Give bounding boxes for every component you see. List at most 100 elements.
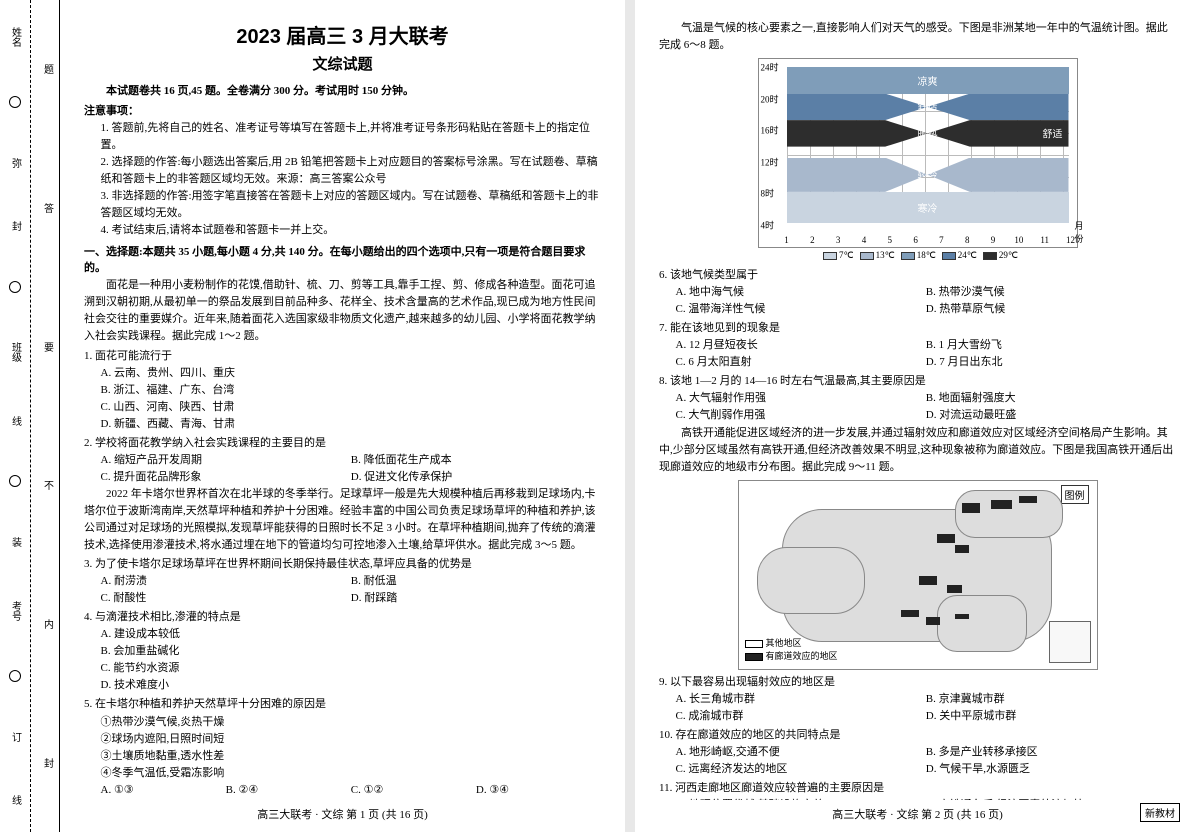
q3-opt: B. 耐低温 <box>351 573 601 590</box>
binding-circle <box>9 475 21 487</box>
q2-opts-row: A. 缩短产品开发周期 B. 降低面花生产成本 <box>84 452 601 469</box>
q5-opt: D. ③④ <box>476 782 601 799</box>
binding-circle <box>9 96 21 108</box>
q5-opt: C. ①② <box>351 782 476 799</box>
q10-stem: 10. 存在廊道效应的地区的共同特点是 <box>659 727 1176 744</box>
q2-opt: A. 缩短产品开发周期 <box>101 452 351 469</box>
q7-opt: D. 7 月日出东北 <box>926 354 1176 371</box>
q1-opt: D. 新疆、西藏、青海、甘肃 <box>84 416 601 433</box>
legend-swatch <box>745 653 763 661</box>
binding-label-class: 班级 <box>8 338 23 366</box>
china-map: 图例 其他地区 有廊道效应的地区 <box>738 480 1098 670</box>
q11-stem: 11. 河西走廊地区廊道效应较普遍的主要原因是 <box>659 780 1176 797</box>
q6-opt: D. 热带草原气候 <box>926 301 1176 318</box>
notice-head: 注意事项： <box>84 102 601 118</box>
q9-opt: A. 长三角城市群 <box>676 691 926 708</box>
binding-seal: 装 <box>8 533 23 551</box>
binding-strip: 姓名 弥 封 班级 线 装 考号 订 线 题 答 要 不 内 封 <box>0 0 60 832</box>
q10-opt: B. 多是产业转移承接区 <box>926 744 1176 761</box>
q4-opt: D. 技术难度小 <box>84 677 601 694</box>
q2-opt: D. 促进文化传承保护 <box>351 469 601 486</box>
passage-2: 2022 年卡塔尔世界杯首次在北半球的冬季举行。足球草坪一般是先大规模种植后再移… <box>84 486 601 554</box>
q5-sub: ④冬季气温低,受霜冻影响 <box>84 765 601 782</box>
q2-opt: C. 提升面花品牌形象 <box>101 469 351 486</box>
q5-sub: ①热带沙漠气候,炎热干燥 <box>84 714 601 731</box>
binding-inner: 内 <box>40 619 55 629</box>
q1-stem: 1. 面花可能流行于 <box>84 348 601 365</box>
binding-label-name: 姓名 <box>8 23 23 51</box>
legend-swatch <box>745 640 763 648</box>
q4-stem: 4. 与滴灌技术相比,渗灌的特点是 <box>84 609 601 626</box>
binding-seal: 封 <box>8 217 23 235</box>
q10-opt: A. 地形崎岖,交通不便 <box>676 744 926 761</box>
page-footer-2: 高三大联考 · 文综 第 2 页 (共 16 页) <box>659 800 1176 822</box>
passage-3: 气温是气候的核心要素之一,直接影响人们对天气的感受。下图是非洲某地一年中的气温统… <box>659 20 1176 54</box>
map-inset <box>1049 621 1091 663</box>
exam-title: 2023 届高三 3 月大联考 <box>84 20 601 49</box>
q8-opt: A. 大气辐射作用强 <box>676 390 926 407</box>
passage-4: 高铁开通能促进区域经济的进一步发展,并通过辐射效应和廊道效应对区域经济空间格局产… <box>659 425 1176 476</box>
page-1: 2023 届高三 3 月大联考 文综试题 本试题卷共 16 页,45 题。全卷满… <box>60 0 625 832</box>
q7-opt: B. 1 月大雪纷飞 <box>926 337 1176 354</box>
q4-opt: C. 能节约水资源 <box>84 660 601 677</box>
q6-opt: C. 温带海洋性气候 <box>676 301 926 318</box>
binding-inner: 答 <box>40 203 55 213</box>
q5-sub: ③土壤质地黏重,透水性差 <box>84 748 601 765</box>
binding-label-id: 考号 <box>8 597 23 625</box>
binding-seal: 订 <box>8 728 23 746</box>
notice-item: 1. 答题前,先将自己的姓名、准考证号等填写在答题卡上,并将准考证号条形码粘贴在… <box>84 120 601 154</box>
q10-opt: D. 气候干旱,水源匮乏 <box>926 761 1176 778</box>
q3-opts-row: A. 耐涝渍 B. 耐低温 <box>84 573 601 590</box>
q8-stem: 8. 该地 1—2 月的 14—16 时左右气温最高,其主要原因是 <box>659 373 1176 390</box>
q3-stem: 3. 为了使卡塔尔足球场草坪在世界杯期间长期保持最佳状态,草坪应具备的优势是 <box>84 556 601 573</box>
passage-1: 面花是一种用小麦粉制作的花馍,借助针、梳、刀、剪等工具,靠手工捏、剪、修成各种造… <box>84 277 601 345</box>
exam-subtitle: 文综试题 <box>84 53 601 74</box>
q5-opt: A. ①③ <box>101 782 226 799</box>
binding-seal: 弥 <box>8 154 23 172</box>
q3-opt: A. 耐涝渍 <box>101 573 351 590</box>
q7-opt: C. 6 月太阳直射 <box>676 354 926 371</box>
q9-opt: D. 关中平原城市群 <box>926 708 1176 725</box>
q4-opt: A. 建设成本较低 <box>84 626 601 643</box>
section1-head: 一、选择题:本题共 35 小题,每小题 4 分,共 140 分。在每小题给出的四… <box>84 243 601 275</box>
q8-opt: C. 大气削弱作用强 <box>676 407 926 424</box>
q3-opt: D. 耐踩踏 <box>351 590 601 607</box>
binding-inner: 要 <box>40 342 55 352</box>
q6-opt: B. 热带沙漠气候 <box>926 284 1176 301</box>
q9-opt: C. 成渝城市群 <box>676 708 926 725</box>
q1-opt: C. 山西、河南、陕西、甘肃 <box>84 399 601 416</box>
legend-label: 有廊道效应的地区 <box>766 651 838 661</box>
q5-stem: 5. 在卡塔尔种植和养护天然草坪十分困难的原因是 <box>84 696 601 713</box>
q7-stem: 7. 能在该地见到的现象是 <box>659 320 1176 337</box>
q5-sub: ②球场内遮阳,日照时间短 <box>84 731 601 748</box>
exam-meta: 本试题卷共 16 页,45 题。全卷满分 300 分。考试用时 150 分钟。 <box>84 82 601 98</box>
binding-inner-labels: 题 答 要 不 内 封 <box>38 0 56 832</box>
binding-circle <box>9 670 21 682</box>
q8-opt: B. 地面辐射强度大 <box>926 390 1176 407</box>
temperature-plot-area: 凉爽舒适暖热舒适较冷寒冷 <box>787 67 1069 223</box>
q8-opt: D. 对流运动最旺盛 <box>926 407 1176 424</box>
q2-stem: 2. 学校将面花教学纳入社会实践课程的主要目的是 <box>84 435 601 452</box>
q6-stem: 6. 该地气候类型属于 <box>659 267 1176 284</box>
q4-opt: B. 会加重盐碱化 <box>84 643 601 660</box>
binding-inner: 题 <box>40 64 55 74</box>
binding-dashed-line <box>30 0 31 832</box>
temperature-legend: 7℃13℃18℃24℃29℃ <box>659 250 1176 261</box>
q2-opts-row: C. 提升面花品牌形象 D. 促进文化传承保护 <box>84 469 601 486</box>
q7-opt: A. 12 月昼短夜长 <box>676 337 926 354</box>
page-2: 气温是气候的核心要素之一,直接影响人们对天气的感受。下图是非洲某地一年中的气温统… <box>635 0 1200 832</box>
notice-item: 3. 非选择题的作答:用签字笔直接答在答题卡上对应的答题区域内。写在试题卷、草稿… <box>84 188 601 222</box>
binding-circle <box>9 281 21 293</box>
binding-seal: 线 <box>8 412 23 430</box>
binding-inner: 封 <box>40 758 55 768</box>
notice-item: 4. 考试结束后,请将本试题卷和答题卡一并上交。 <box>84 222 601 239</box>
q9-opt: B. 京津冀城市群 <box>926 691 1176 708</box>
legend-label: 其他地区 <box>766 638 802 648</box>
q1-opt: B. 浙江、福建、广东、台湾 <box>84 382 601 399</box>
map-legend-title: 图例 <box>1061 485 1089 504</box>
binding-outer-labels: 姓名 弥 封 班级 线 装 考号 订 线 <box>5 0 25 832</box>
q5-opt: B. ②④ <box>226 782 351 799</box>
q5-opts-row: A. ①③ B. ②④ C. ①② D. ③④ <box>84 782 601 799</box>
page-divider <box>625 0 635 832</box>
temperature-chart: 凉爽舒适暖热舒适较冷寒冷 4时8时12时16时20时24时12345678910… <box>758 58 1078 248</box>
